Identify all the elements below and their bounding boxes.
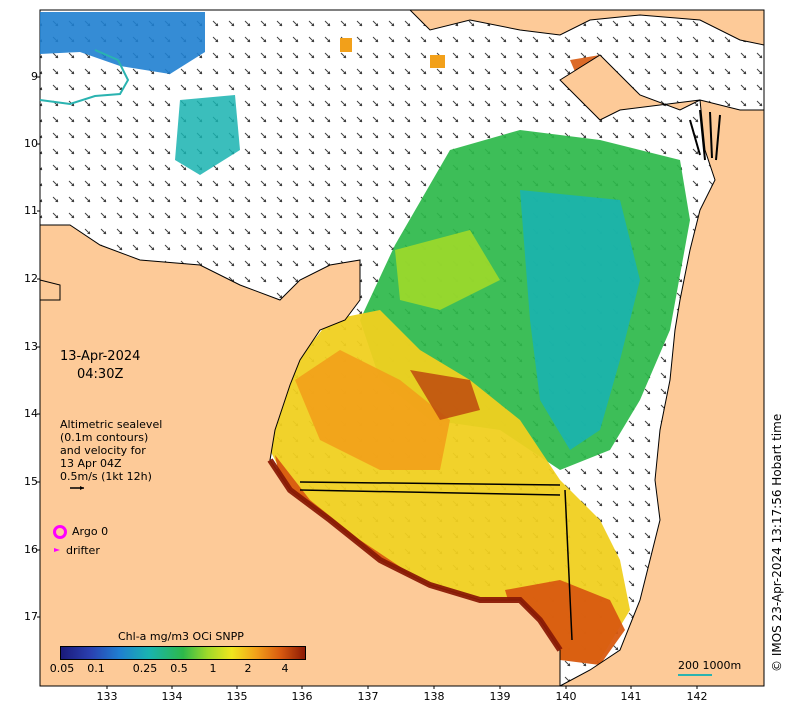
x-tick-138: 138 xyxy=(423,690,445,703)
date-label-block: 13-Apr-2024 04:30Z xyxy=(60,348,140,384)
y-tick-15: 15 xyxy=(24,475,38,488)
y-tick-17: 17 xyxy=(24,610,38,623)
y-tick-12: 12 xyxy=(24,272,38,285)
altimetry-line-2: (0.1m contours) xyxy=(60,431,149,444)
colorbar-tick: 0.05 xyxy=(49,662,75,675)
drifter-label: drifter xyxy=(66,544,100,557)
coastal-chl-fringe xyxy=(267,458,563,652)
land-layer xyxy=(39,9,765,687)
colorbar-tick: 0.1 xyxy=(87,662,105,675)
argo-symbol xyxy=(53,525,67,539)
x-tick-137: 137 xyxy=(357,690,379,703)
current-arrows-cluster xyxy=(689,109,721,161)
time-label: 04:30Z xyxy=(77,367,124,382)
river-line xyxy=(39,49,130,106)
date-label: 13-Apr-2024 xyxy=(60,349,141,364)
axis-tick-marks xyxy=(37,76,698,689)
chlorophyll-layer xyxy=(40,12,690,665)
altimetry-line-5: 0.5m/s (1kt 12h) xyxy=(60,470,152,483)
jet-arrows xyxy=(299,481,573,641)
x-tick-134: 134 xyxy=(161,690,183,703)
colorbar-tick: 0.5 xyxy=(170,662,188,675)
colorbar-tick: 1 xyxy=(209,662,217,675)
altimetry-line-1: Altimetric sealevel xyxy=(60,418,163,431)
drifter-symbol xyxy=(54,548,60,552)
altimetry-line-3: and velocity for xyxy=(60,444,146,457)
colorbar-tick: 0.25 xyxy=(132,662,158,675)
y-tick-13: 13 xyxy=(24,340,38,353)
argo-label: Argo 0 xyxy=(72,525,109,538)
y-tick-9: 9 xyxy=(31,70,38,83)
depth-scale-label: 200 1000m xyxy=(678,659,742,672)
y-tick-10: 10 xyxy=(24,137,38,150)
x-tick-136: 136 xyxy=(291,690,313,703)
x-tick-135: 135 xyxy=(226,690,248,703)
y-tick-11: 11 xyxy=(24,204,38,217)
colorbar xyxy=(60,646,306,660)
y-tick-14: 14 xyxy=(24,407,38,420)
x-tick-142: 142 xyxy=(686,690,708,703)
colorbar-tick: 2 xyxy=(244,662,252,675)
x-tick-139: 139 xyxy=(489,690,511,703)
altimetry-note: Altimetric sealevel (0.1m contours) and … xyxy=(60,418,162,483)
colorbar-tick: 4 xyxy=(281,662,289,675)
colorbar-title: Chl-a mg/m3 OCi SNPP xyxy=(118,630,244,643)
depth-scale-bar xyxy=(678,674,712,676)
x-tick-141: 141 xyxy=(620,690,642,703)
altimetry-line-4: 13 Apr 04Z xyxy=(60,457,122,470)
credit-text: © IMOS 23-Apr-2024 13:17:56 Hobart time xyxy=(770,413,784,672)
x-tick-140: 140 xyxy=(555,690,577,703)
x-tick-133: 133 xyxy=(96,690,118,703)
y-tick-16: 16 xyxy=(24,543,38,556)
